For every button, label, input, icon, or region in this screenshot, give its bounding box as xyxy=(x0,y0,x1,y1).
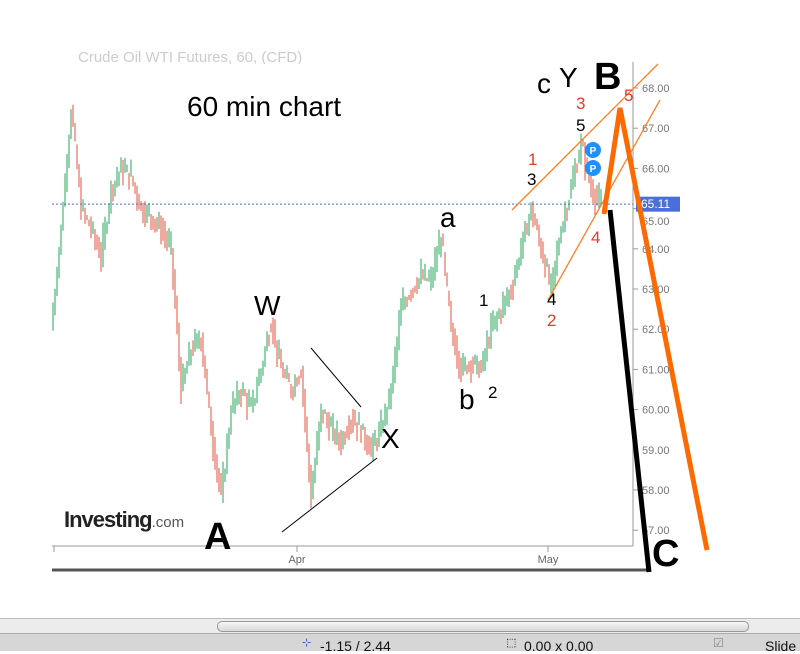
marker-p-1: P xyxy=(585,142,601,158)
marker-p-2-label: P xyxy=(590,164,597,175)
last-price-badge xyxy=(636,196,680,212)
y-tick-label: 57.00 xyxy=(642,525,670,537)
y-tick-label: 68.00 xyxy=(642,83,670,95)
x-tick-apr: Apr xyxy=(288,554,305,566)
size-icon: ⬚ xyxy=(506,637,517,649)
wave-label-B: B xyxy=(594,56,622,98)
wave-num-4: 4 xyxy=(547,290,557,309)
position-icon: ⊹ xyxy=(302,637,312,649)
wave-label-A: A xyxy=(204,516,232,558)
triangle-lower-line xyxy=(281,457,378,533)
y-tick-label: 61.00 xyxy=(642,364,670,376)
triangle-upper-line xyxy=(310,347,362,408)
wave-label-c: c xyxy=(537,68,551,99)
slide-indicator: Slide xyxy=(765,638,797,654)
wave-label-b: b xyxy=(459,384,475,415)
y-axis: 68.0067.0066.0065.0064.0063.0062.0061.00… xyxy=(633,83,670,537)
status-bar: ⊹ -1.15 / 2.44 ⬚ 0.00 x 0.00 ☑ Slide xyxy=(0,633,800,654)
wave-label-a: a xyxy=(440,202,456,233)
wave-num-2: 2 xyxy=(488,383,498,402)
document-modified-icon[interactable]: ☑ xyxy=(713,636,724,650)
wave-num-5: 5 xyxy=(576,116,586,135)
x-tick-may: May xyxy=(538,554,559,566)
last-price-label: 65.11 xyxy=(641,197,670,211)
y-tick-label: 59.00 xyxy=(642,445,670,457)
y-tick-label: 58.00 xyxy=(642,485,670,497)
wave-num-red-2: 2 xyxy=(547,311,557,330)
logo-suffix: .com xyxy=(151,514,185,531)
projection-black-line xyxy=(607,209,652,573)
channel-upper-line xyxy=(511,63,659,211)
investing-logo: Investing.com xyxy=(64,509,184,531)
horizontal-scrollbar[interactable] xyxy=(0,618,800,633)
position-readout: -1.15 / 2.44 xyxy=(320,638,391,654)
y-tick-label: 60.00 xyxy=(642,405,670,417)
wave-label-W: W xyxy=(254,290,281,321)
scrollbar-thumb[interactable] xyxy=(217,621,749,632)
marker-p-2: P xyxy=(585,160,601,176)
chart-title: 60 min chart xyxy=(187,91,342,122)
wave-num-1: 1 xyxy=(479,291,489,310)
projection-orange-path xyxy=(601,107,710,551)
wave-num-red-1: 1 xyxy=(528,150,538,169)
wave-num-red-5: 5 xyxy=(624,86,634,105)
wave-num-3: 3 xyxy=(527,170,537,189)
wave-num-red-4: 4 xyxy=(591,228,601,247)
logo-brand: Investing xyxy=(64,507,153,532)
chart-header-faded: Crude Oil WTI Futures, 60, (CFD) xyxy=(78,50,303,64)
price-chart: 68.0067.0066.0065.0064.0063.0062.0061.00… xyxy=(52,62,710,573)
candles xyxy=(52,104,602,509)
x-axis-ticks xyxy=(53,546,549,552)
wave-label-X: X xyxy=(381,423,400,454)
wave-label-C: C xyxy=(652,533,680,575)
wave-num-red-3: 3 xyxy=(576,94,586,113)
marker-p-1-label: P xyxy=(590,146,597,157)
y-tick-label: 65.00 xyxy=(642,216,670,228)
y-tick-label: 66.00 xyxy=(642,163,670,175)
y-tick-label: 67.00 xyxy=(642,123,670,135)
wave-label-Y: Y xyxy=(559,62,578,93)
size-readout: 0.00 x 0.00 xyxy=(524,638,594,654)
